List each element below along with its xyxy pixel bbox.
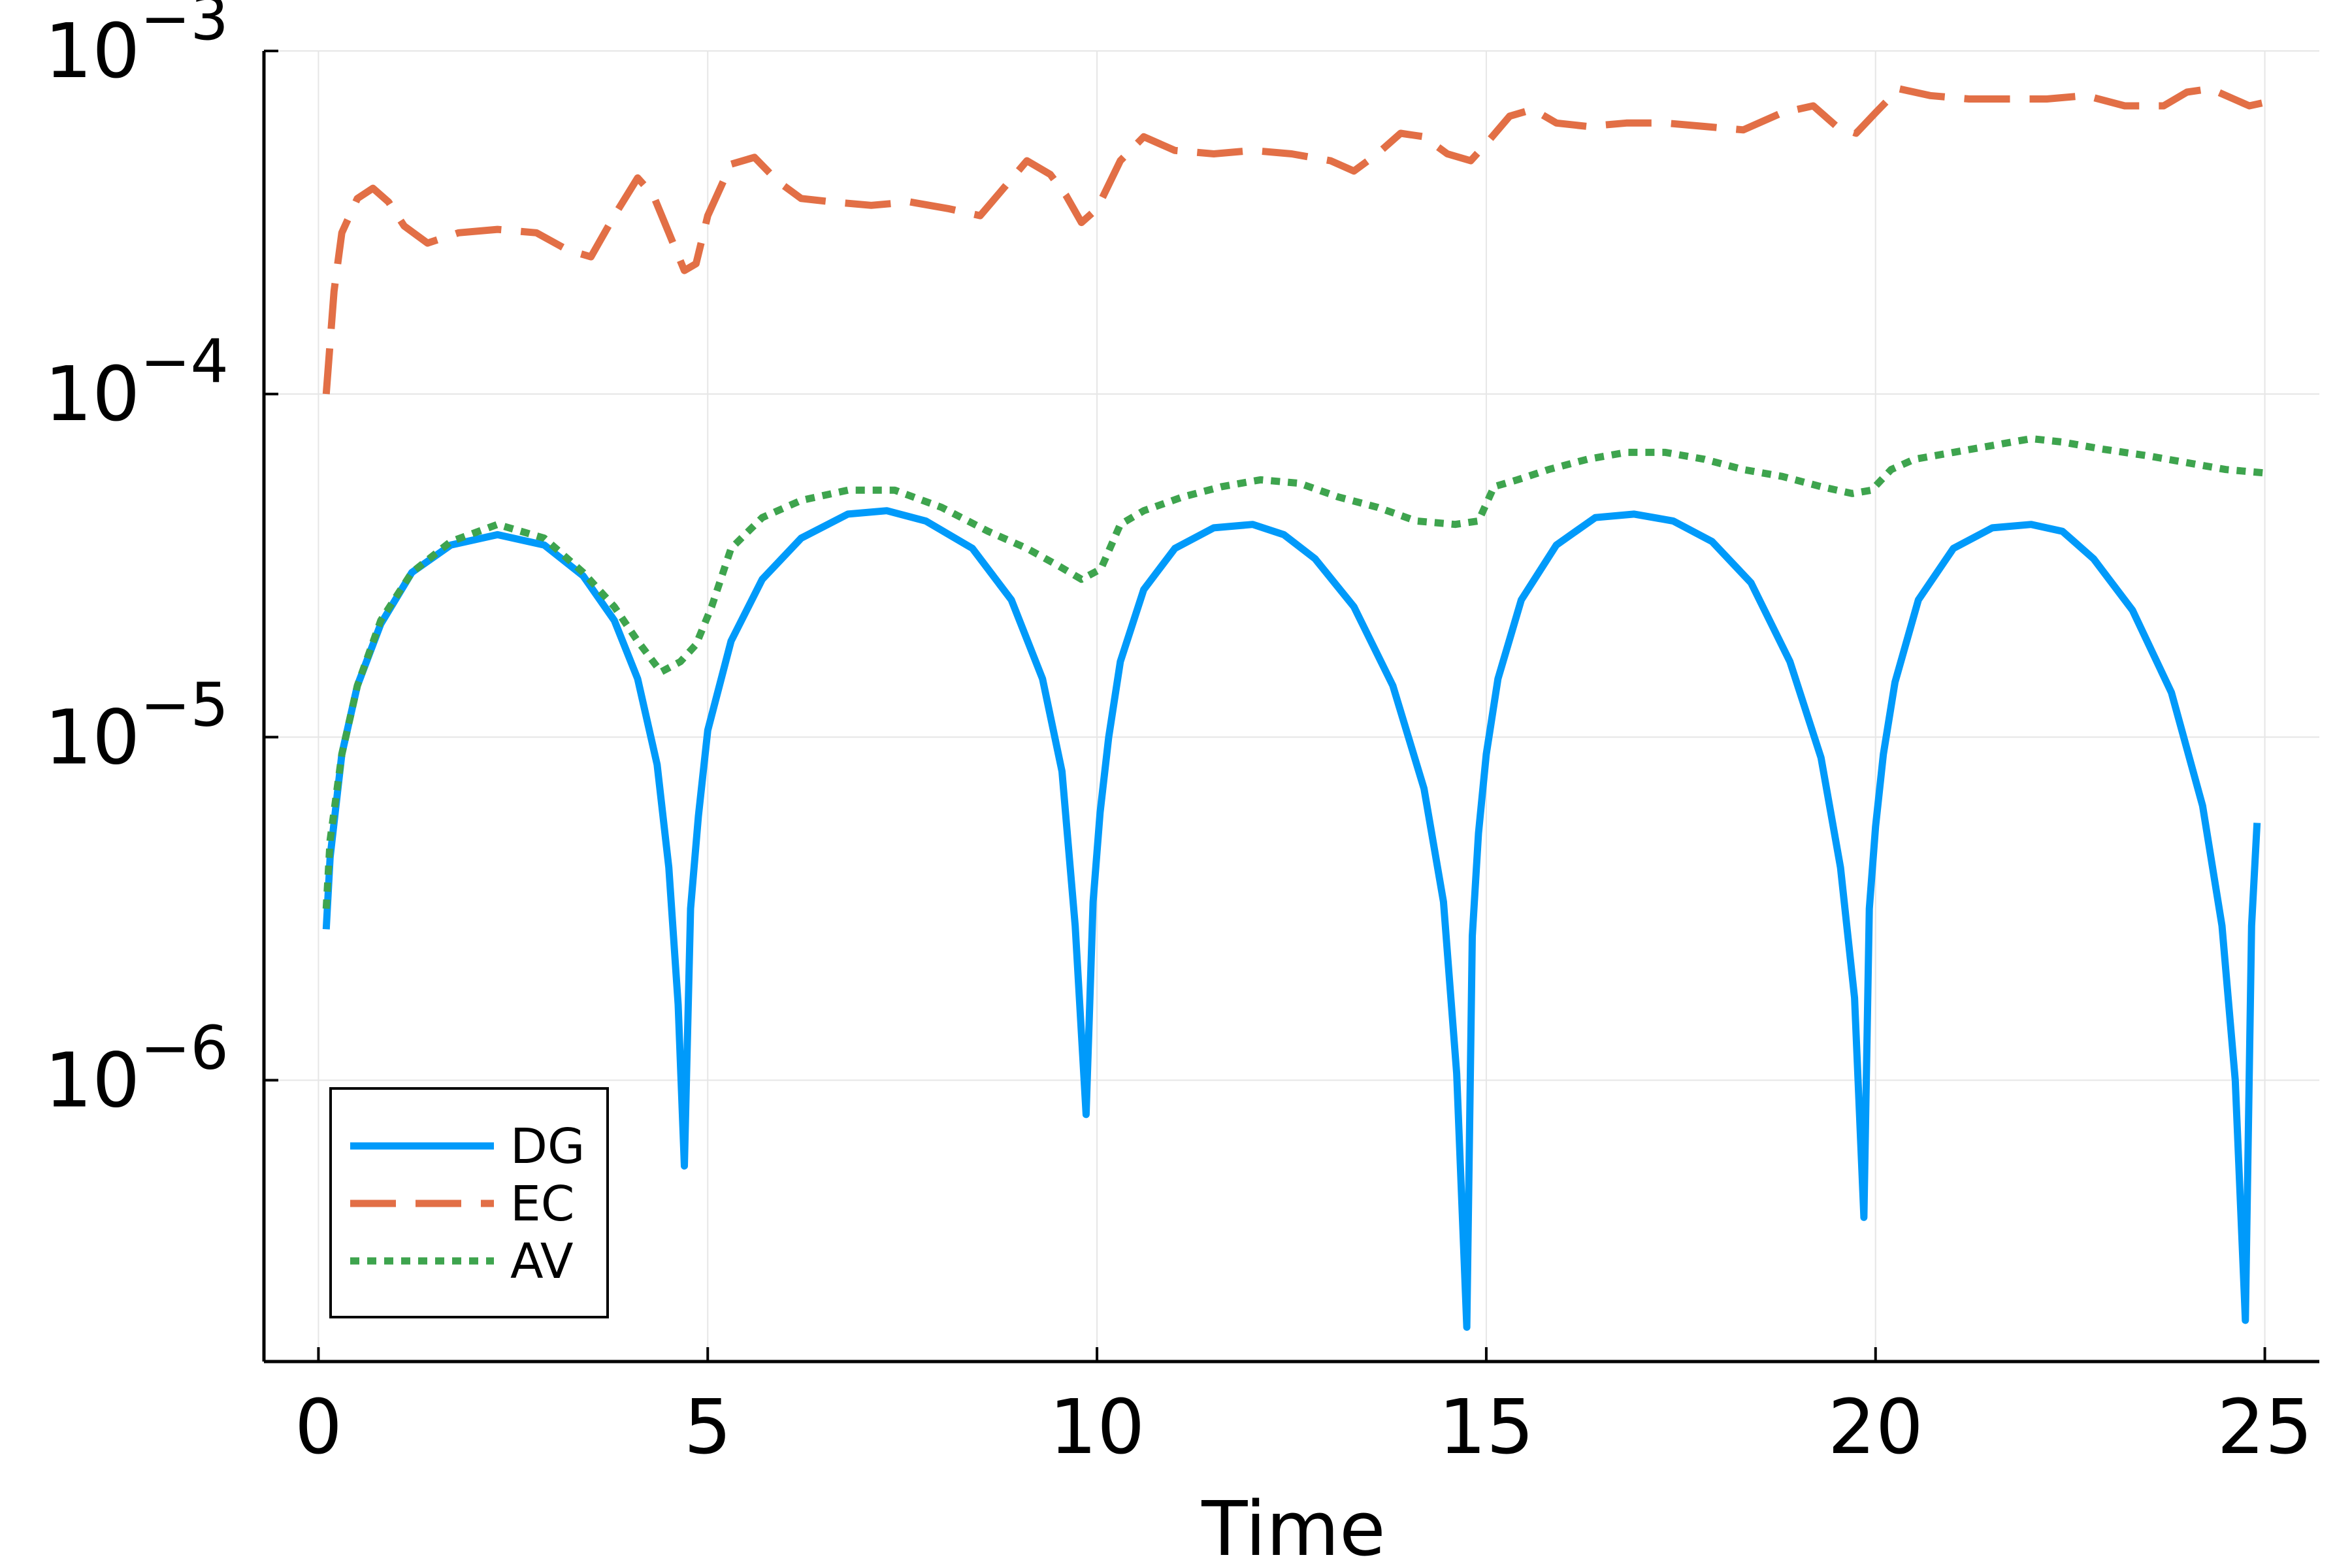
series-line-av [322, 434, 2266, 909]
x-tick-label: 20 [1828, 1384, 1923, 1471]
x-tick-label: 25 [2217, 1384, 2312, 1471]
x-tick-label: 15 [1439, 1384, 1534, 1471]
gridlines [264, 50, 2319, 1362]
y-tick-exponent: −3 [140, 0, 229, 54]
x-tick-label: 0 [295, 1384, 342, 1471]
y-tick-label: 10−4 [44, 327, 229, 438]
series-line-ec [322, 85, 2266, 395]
y-tick-label: 10−6 [44, 1013, 229, 1124]
plot-series [322, 85, 2266, 1331]
y-tick-base: 10 [44, 351, 140, 438]
x-axis-title: Time [1201, 1486, 1385, 1568]
y-tick-exponent: −6 [140, 1013, 229, 1083]
y-tick-label: 10−3 [44, 0, 229, 95]
y-tick-label: 10−5 [44, 670, 229, 781]
y-tick-exponent: −5 [140, 670, 229, 740]
axes [262, 51, 2319, 1364]
y-tick-exponent: −4 [140, 327, 229, 397]
series-line-dg [322, 507, 2261, 1331]
legend-label-av: AV [510, 1233, 574, 1290]
y-tick-base: 10 [44, 1037, 140, 1124]
legend-label-ec: EC [510, 1176, 574, 1232]
x-tick-label: 10 [1049, 1384, 1145, 1471]
y-tick-base: 10 [44, 694, 140, 781]
legend-label-dg: DG [510, 1119, 585, 1175]
y-tick-base: 10 [44, 8, 140, 95]
x-tick-label: 5 [684, 1384, 732, 1471]
